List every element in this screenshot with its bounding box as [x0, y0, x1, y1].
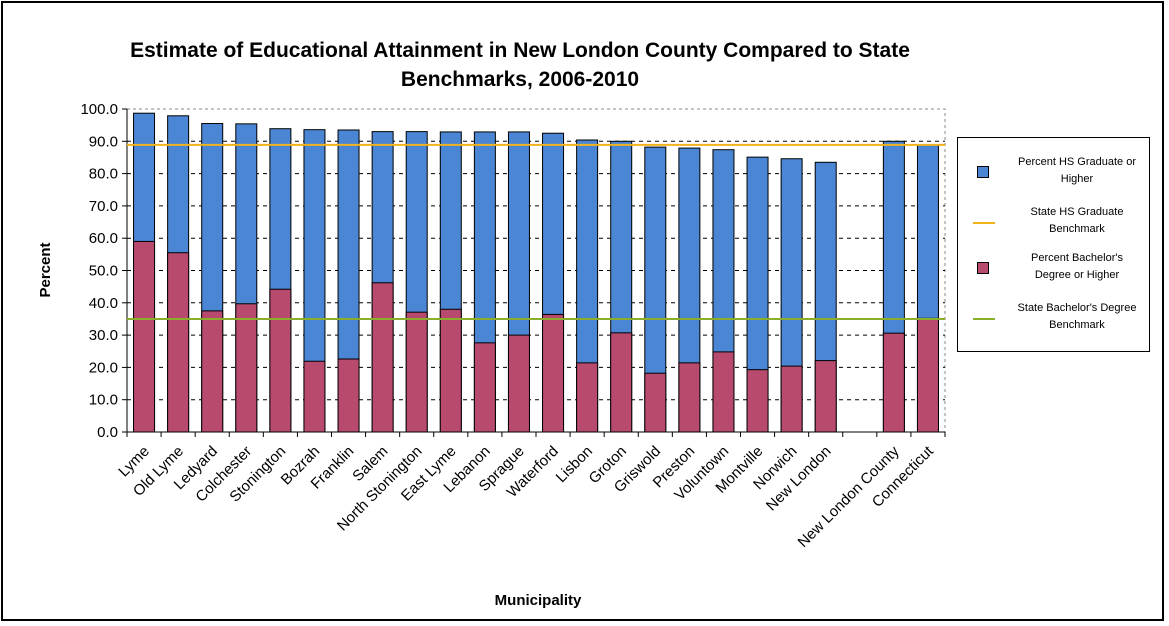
legend-label: Percent HS Graduate or Higher: [1017, 156, 1136, 185]
legend-item-bachelors: Percent Bachelor's Degree or Higher: [958, 250, 1151, 290]
legend-item-hs-grad: Percent HS Graduate or Higher: [958, 154, 1151, 194]
bar-bachelors: [712, 351, 735, 433]
bar-bachelors: [269, 288, 292, 433]
bar-bachelors: [814, 360, 837, 433]
legend-line-hs-benchmark: [973, 222, 995, 224]
y-tick-label: 20.0: [89, 359, 118, 376]
bar-bachelors: [678, 362, 701, 433]
bar-bachelors: [507, 334, 530, 433]
y-tick-label: 100.0: [80, 101, 118, 118]
legend-swatch-bachelors: [977, 262, 989, 274]
y-tick-label: 0.0: [97, 424, 118, 441]
legend-swatch-hs-grad: [977, 166, 989, 178]
bar-bachelors: [337, 358, 360, 433]
chart-title: Estimate of Educational Attainment in Ne…: [130, 39, 910, 91]
bar-bachelors: [610, 332, 633, 433]
legend-label: Percent Bachelor's Degree or Higher: [1031, 252, 1123, 281]
legend-label: State HS Graduate Benchmark: [1030, 206, 1124, 235]
y-tick-label: 50.0: [89, 263, 118, 280]
legend-label: State Bachelor's Degree Benchmark: [1017, 302, 1137, 331]
bar-bachelors: [167, 252, 190, 433]
bar-bachelors: [303, 360, 326, 433]
bar-bachelors: [133, 240, 156, 433]
bar-bachelors: [746, 369, 769, 433]
bar-bachelors: [644, 372, 667, 433]
bar-bachelors: [235, 303, 258, 433]
bar-bachelors: [882, 332, 905, 433]
y-tick-label: 60.0: [89, 230, 118, 247]
bar-bachelors: [201, 310, 224, 433]
bar-bachelors: [916, 317, 939, 433]
bar-bachelors: [473, 342, 496, 433]
bar-bachelors: [439, 308, 462, 433]
y-tick-label: 40.0: [89, 295, 118, 312]
bar-bachelors: [371, 282, 394, 433]
y-axis-label: Percent: [37, 242, 54, 297]
legend-line-bachelors-benchmark: [973, 318, 995, 320]
bar-bachelors: [576, 362, 599, 433]
y-tick-label: 10.0: [89, 392, 118, 409]
chart-legend: Percent HS Graduate or Higher State HS G…: [957, 137, 1150, 352]
y-tick-label: 90.0: [89, 133, 118, 150]
y-tick-label: 70.0: [89, 198, 118, 215]
bar-bachelors: [542, 313, 565, 433]
legend-item-hs-benchmark: State HS Graduate Benchmark: [958, 204, 1151, 244]
legend-item-bachelors-benchmark: State Bachelor's Degree Benchmark: [958, 300, 1151, 340]
y-tick-label: 80.0: [89, 166, 118, 183]
y-tick-label: 30.0: [89, 327, 118, 344]
bar-bachelors: [405, 311, 428, 433]
bar-bachelors: [780, 365, 803, 433]
x-axis-label: Municipality: [495, 592, 582, 609]
